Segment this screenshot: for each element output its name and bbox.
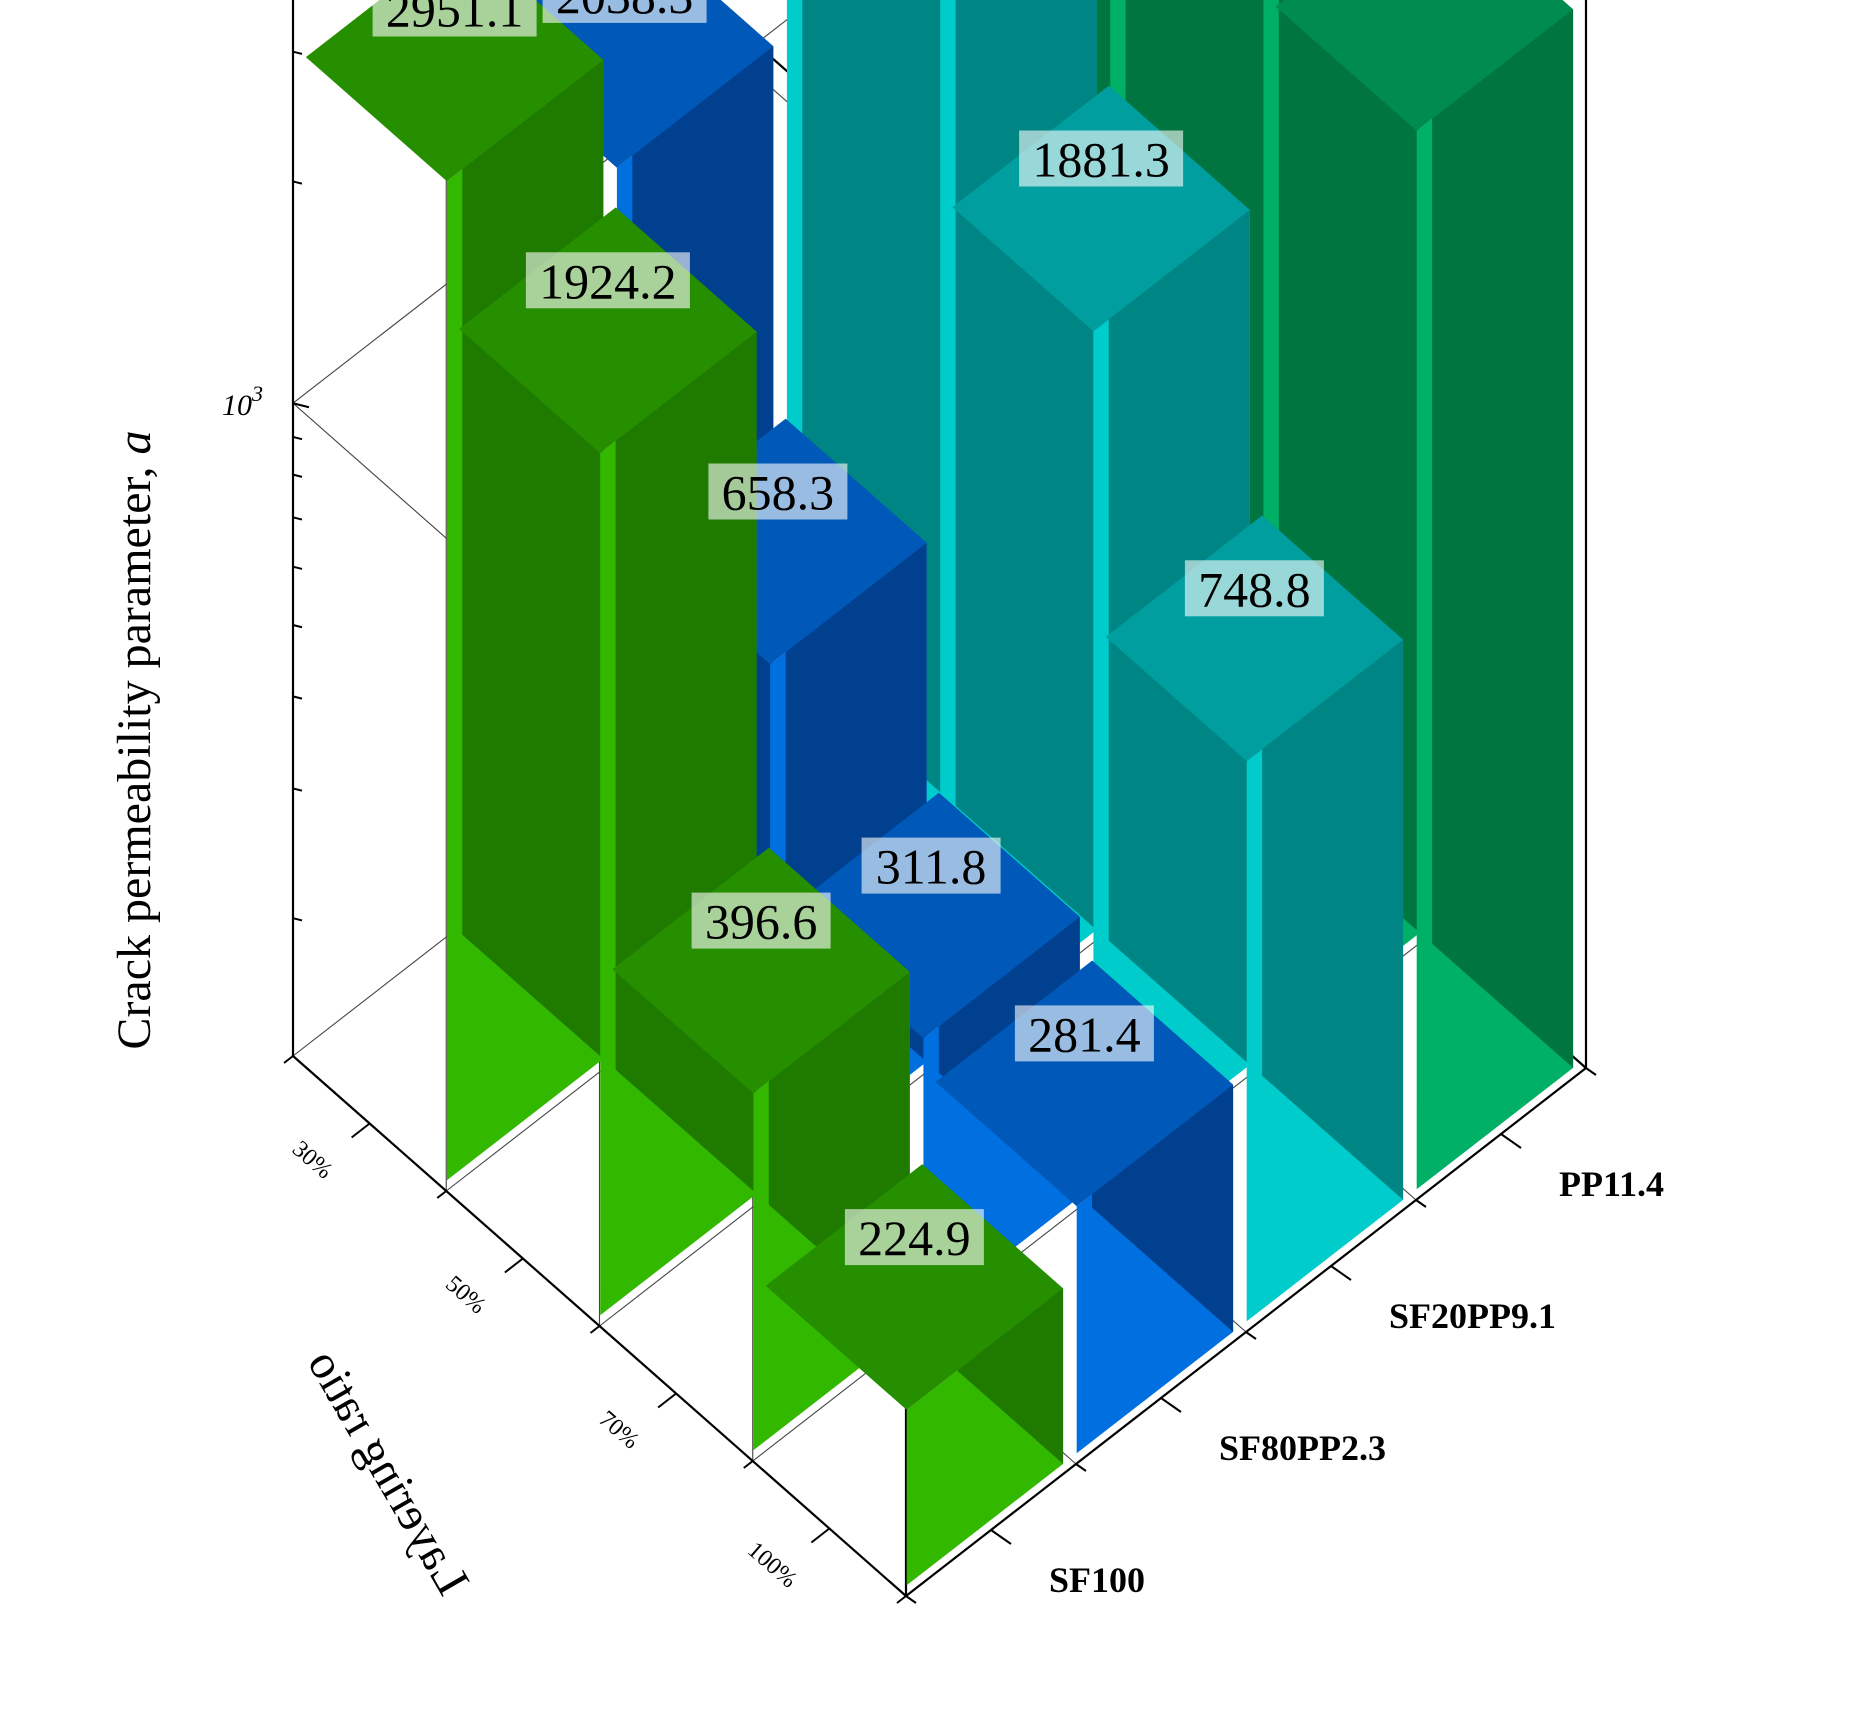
value-label: 1924.2	[539, 253, 677, 309]
bar	[952, 85, 1250, 1187]
bar-face-top	[612, 847, 910, 1094]
value-label-bg	[1019, 130, 1184, 187]
ratio-minor-tick	[589, 1325, 601, 1334]
bar	[1275, 0, 1574, 1190]
series-tick	[1500, 1133, 1522, 1149]
ratio-tick	[657, 1392, 677, 1409]
y-tick-label: 103	[222, 381, 263, 422]
value-label-bg	[542, 0, 707, 23]
series-minor-tick	[1075, 1463, 1087, 1472]
y-axis-tick	[292, 695, 303, 700]
ratio-tick-label: 30%	[287, 1136, 337, 1184]
bar-face-side	[462, 0, 604, 1059]
series-minor-tick	[905, 1595, 917, 1604]
ratio-tick	[504, 1257, 524, 1274]
y-axis-tick	[292, 565, 303, 570]
bar-face-top	[935, 960, 1234, 1207]
ratio-tick-label: 100%	[742, 1537, 801, 1593]
value-label: 2038.3	[556, 0, 694, 24]
value-label-bg	[861, 837, 1001, 894]
series-tick	[990, 1529, 1012, 1545]
ratio-minor-tick	[743, 1460, 754, 1469]
value-label: 1881.3	[1032, 132, 1170, 188]
y-axis-tick	[292, 787, 303, 792]
ratio-minor-tick	[896, 1595, 907, 1604]
series-minor-tick	[1415, 1199, 1427, 1208]
ratio-tick-label: 50%	[440, 1271, 490, 1319]
bars-layer	[305, 0, 1574, 1586]
value-label-bg	[525, 252, 690, 309]
value-label-bg	[1014, 1005, 1154, 1062]
bar-face-top	[1105, 515, 1404, 762]
bar-face-top	[765, 1164, 1064, 1410]
y-axis-tick	[292, 473, 303, 478]
series-tick-label: SF80PP2.3	[1219, 1428, 1386, 1468]
ratio-tick-label: 70%	[594, 1406, 644, 1454]
series-tick-label: SF20PP9.1	[1389, 1296, 1556, 1336]
ratio-minor-tick	[283, 1055, 294, 1064]
y-axis-tick	[292, 516, 303, 521]
value-label: 748.8	[1198, 561, 1311, 617]
value-label-bg	[691, 892, 831, 949]
value-label: 224.9	[858, 1210, 971, 1266]
value-label-bg	[372, 0, 537, 37]
bar	[1105, 515, 1404, 1322]
x-axis-title: Layering ratio	[297, 1341, 480, 1604]
value-label: 2951.1	[386, 0, 524, 38]
series-tick-label: SF100	[1049, 1560, 1145, 1600]
value-label-bg	[1184, 560, 1324, 617]
value-label: 396.6	[705, 894, 818, 950]
value-label-bg	[708, 463, 848, 520]
y-axis-tick	[292, 624, 303, 629]
labels-layer: 9895.15205.46685.02038.34464.15128.72951…	[372, 0, 1324, 1266]
ratio-minor-tick	[436, 1190, 447, 1199]
y-axis-tick	[292, 180, 303, 185]
series-tick	[1330, 1265, 1352, 1281]
value-label-bg	[844, 1209, 984, 1266]
y-axis-tick	[292, 435, 303, 441]
value-label: 281.4	[1028, 1006, 1141, 1062]
series-tick-label: PP11.4	[1559, 1164, 1664, 1204]
y-axis-tick	[292, 917, 303, 922]
series-minor-tick	[1585, 1067, 1597, 1076]
bar	[305, 0, 604, 1181]
series-tick	[1160, 1397, 1182, 1413]
bar-face-side	[1432, 0, 1574, 1068]
y-axis-tick	[292, 50, 303, 55]
ratio-tick	[351, 1122, 371, 1139]
bar-face-top	[305, 0, 604, 182]
y-axis-tick	[292, 402, 310, 409]
bar	[612, 847, 910, 1451]
y-axis-title: Crack permeability parameter, a	[108, 430, 161, 1049]
value-label: 311.8	[876, 839, 987, 895]
value-label: 658.3	[722, 465, 835, 521]
bar-face-side	[1108, 85, 1250, 1065]
series-minor-tick	[1245, 1331, 1257, 1340]
bar-face-top	[1275, 0, 1574, 131]
ratio-tick	[810, 1527, 830, 1544]
